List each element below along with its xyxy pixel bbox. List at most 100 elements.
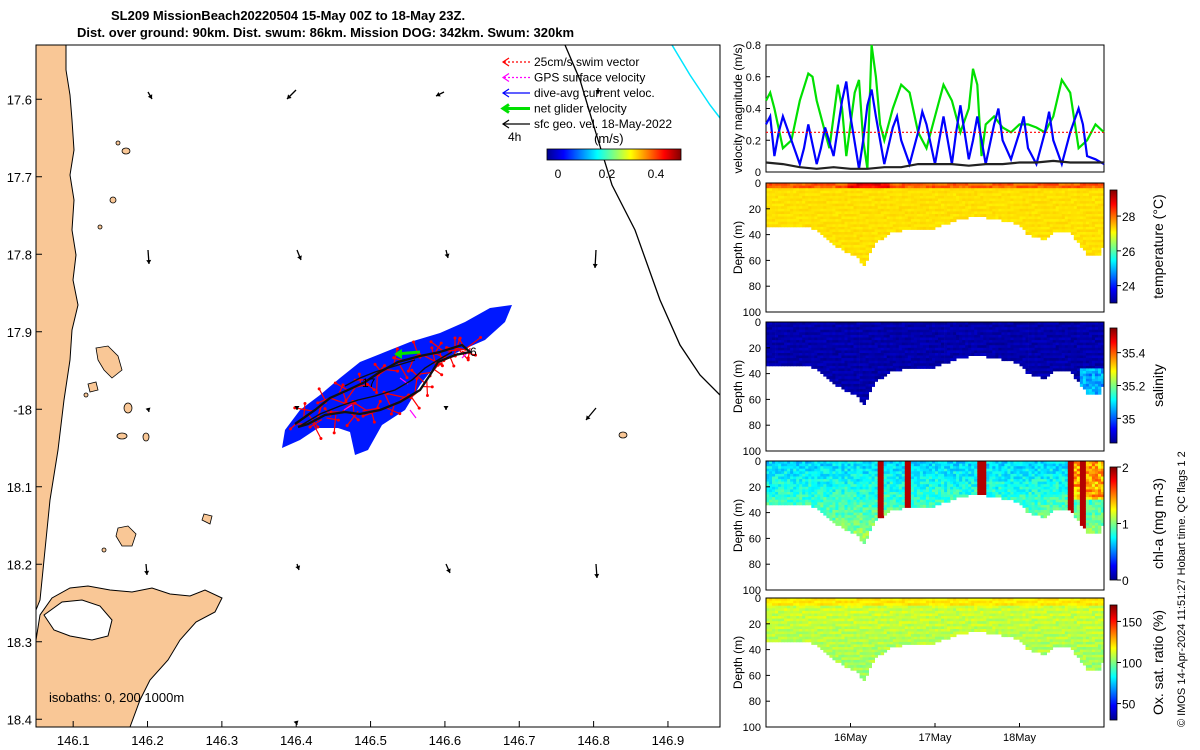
section-cell (995, 322, 999, 325)
section-cell (772, 211, 776, 215)
section-cell (1052, 203, 1057, 207)
section-cell (980, 322, 984, 325)
section-cell (992, 332, 996, 336)
section-cell (968, 340, 972, 344)
section-cell (925, 329, 930, 333)
section-cell (838, 340, 842, 344)
section-cell (892, 340, 897, 344)
section-cell (793, 360, 797, 364)
section-cell (799, 358, 803, 362)
section-cell (1064, 211, 1069, 215)
section-cell (922, 327, 927, 331)
section-cell (1022, 363, 1026, 367)
section-cell (805, 198, 809, 202)
section-cell (817, 332, 821, 336)
section-cell (838, 332, 842, 336)
section-cell (1076, 329, 1081, 333)
section-cell (1070, 195, 1075, 199)
section-cell (865, 324, 869, 328)
section-cell (883, 208, 888, 212)
section-cell (796, 214, 800, 217)
section-cell (971, 198, 975, 202)
section-cell (1085, 350, 1090, 354)
section-cell (799, 334, 803, 338)
section-cell (871, 229, 875, 233)
section-cell (784, 353, 788, 356)
swim-vector (384, 406, 401, 415)
section-cell (772, 329, 776, 333)
section-cell (895, 188, 900, 192)
section-cell (998, 183, 1002, 186)
section-cell (971, 334, 975, 338)
section-cell (1061, 224, 1066, 228)
section-cell (1028, 322, 1032, 325)
section-cell (959, 211, 963, 215)
section-cell (796, 185, 800, 189)
section-cell (772, 342, 776, 346)
swim-vector-head (415, 377, 419, 381)
section-cell (859, 226, 863, 230)
section-cell (1076, 371, 1081, 374)
section-cell (838, 237, 842, 241)
section-cell (871, 219, 875, 223)
section-cell (775, 481, 779, 485)
section-cell (838, 234, 842, 238)
section-cell (844, 365, 848, 369)
section-cell (1058, 226, 1063, 230)
section-cell (1031, 363, 1035, 367)
section-cell (1088, 391, 1093, 395)
section-cell (901, 198, 906, 202)
section-cell (856, 324, 860, 328)
section-cell (907, 365, 912, 369)
section-cell (1079, 211, 1084, 215)
section-cell (784, 203, 788, 207)
section-cell (904, 350, 909, 354)
section-cell (1031, 195, 1035, 199)
swim-vector-head (308, 425, 312, 429)
section-cell (874, 332, 878, 336)
velocity-ytick-label: 0 (755, 167, 761, 179)
section-cell (826, 203, 830, 207)
section-cell (910, 337, 915, 341)
section-cell (962, 193, 966, 197)
section-cell (799, 461, 803, 464)
section-cell (778, 206, 782, 210)
section-cell (793, 329, 797, 333)
section-cell (865, 353, 869, 356)
section-cell (1052, 368, 1057, 372)
section-cell (781, 327, 785, 331)
section-cell (919, 219, 924, 223)
section-cell (868, 368, 872, 372)
section-cell (1010, 350, 1014, 354)
section-cell (1101, 214, 1105, 217)
section-cell (1082, 214, 1087, 217)
section-cell (889, 345, 894, 349)
section-cell (1076, 185, 1081, 189)
section-cell (787, 363, 791, 367)
section-cell (865, 327, 869, 331)
section-cell (1079, 185, 1084, 189)
section-cell (919, 188, 924, 192)
swim-vector-head (406, 369, 410, 373)
section-cell (862, 198, 866, 202)
section-cell (929, 355, 933, 359)
section-cell (886, 183, 891, 186)
section-cell (835, 322, 839, 325)
section-cell (811, 473, 815, 477)
section-cell (1094, 198, 1099, 202)
section-cell (1094, 342, 1099, 346)
section-cell (814, 345, 818, 349)
section-cell (1073, 214, 1078, 217)
section-cell (1037, 355, 1041, 359)
section-cell (1034, 190, 1038, 194)
section-cell (787, 489, 791, 493)
section-cell (950, 334, 954, 338)
section-cell (808, 492, 812, 495)
section-cell (850, 247, 854, 251)
section-cell (790, 342, 794, 346)
